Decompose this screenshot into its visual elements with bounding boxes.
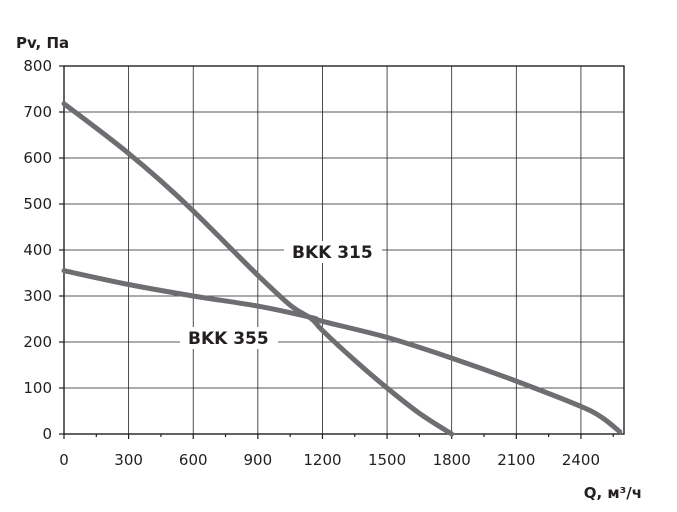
series-label-bg (180, 327, 278, 349)
y-tick-label: 0 (42, 425, 52, 443)
y-tick-label: 400 (23, 241, 52, 259)
series-labels: BKK 315 BKK 355 (180, 241, 382, 349)
series-label-2: BKK 355 (188, 329, 269, 349)
x-tick-labels: 0 300 600 900 1200 1500 1800 2100 2400 (59, 451, 600, 469)
x-tick-label: 900 (244, 451, 273, 469)
y-axis-title: Pv, Па (16, 34, 69, 52)
curves (61, 101, 623, 437)
x-tick-label: 1200 (303, 451, 341, 469)
x-tick-label: 1500 (368, 451, 406, 469)
y-tick-label: 700 (23, 103, 52, 121)
y-tick-label: 300 (23, 287, 52, 305)
x-tick-label: 600 (179, 451, 208, 469)
x-axis-title: Q, м³/ч (584, 484, 642, 502)
series-line-1 (61, 101, 455, 437)
x-tick-label: 2400 (562, 451, 600, 469)
y-tick-label: 600 (23, 149, 52, 167)
series-label-bg (284, 241, 382, 263)
y-tick-labels: 0 100 200 300 400 500 600 700 800 (23, 57, 52, 443)
axis-ticks (59, 65, 614, 439)
y-tick-label: 800 (23, 57, 52, 75)
x-tick-label: 2100 (497, 451, 535, 469)
x-tick-label: 300 (114, 451, 143, 469)
x-tick-label: 1800 (433, 451, 471, 469)
y-tick-label: 500 (23, 195, 52, 213)
y-tick-label: 200 (23, 333, 52, 351)
y-tick-label: 100 (23, 379, 52, 397)
series-label-1: BKK 315 (292, 243, 373, 263)
x-tick-label: 0 (59, 451, 69, 469)
series-line-2 (61, 268, 623, 435)
